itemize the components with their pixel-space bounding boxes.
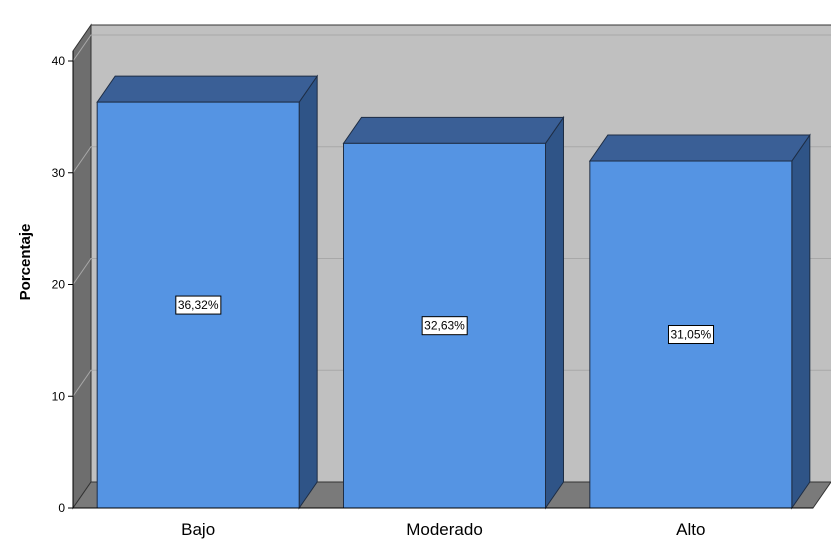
y-axis: 0 10 20 30 40 bbox=[52, 51, 74, 515]
gridline bbox=[72, 258, 831, 285]
y-tick-label: 10 bbox=[52, 389, 66, 403]
data-label-text: 31,05% bbox=[670, 328, 711, 342]
x-axis: Bajo Moderado Alto bbox=[73, 507, 813, 539]
bar: 36,32% bbox=[96, 74, 319, 510]
data-label-text: 36,32% bbox=[178, 298, 219, 312]
side-wall bbox=[72, 23, 92, 510]
data-label: 31,05% bbox=[667, 325, 715, 345]
x-tick-label: Moderado bbox=[406, 520, 483, 539]
bar-top-face bbox=[588, 134, 811, 162]
bar: 32,63% bbox=[342, 115, 565, 510]
x-tick-label: Bajo bbox=[181, 520, 215, 539]
gridline bbox=[72, 369, 831, 397]
data-label: 36,32% bbox=[175, 295, 222, 315]
bar-side-face bbox=[544, 115, 564, 510]
data-label-box bbox=[421, 316, 468, 336]
bar-side-face bbox=[298, 74, 318, 510]
gridline bbox=[72, 34, 831, 62]
x-tick-label: Alto bbox=[676, 520, 705, 539]
gridline bbox=[72, 146, 831, 174]
y-tick-label: 40 bbox=[52, 54, 66, 68]
data-label: 32,63% bbox=[421, 316, 468, 336]
bar-top-face bbox=[342, 116, 565, 144]
y-tick-label: 20 bbox=[52, 278, 66, 292]
bars: 36,32% 32,63% 31,05% bbox=[96, 74, 811, 510]
bar-top-face bbox=[96, 75, 319, 103]
bar: 31,05% bbox=[588, 133, 811, 510]
y-tick-label: 30 bbox=[52, 166, 66, 180]
data-label-box bbox=[175, 295, 222, 315]
back-wall-outline bbox=[90, 24, 831, 482]
data-label-box bbox=[667, 325, 715, 345]
bar-side-face bbox=[791, 133, 811, 510]
y-tick-label: 0 bbox=[58, 501, 65, 515]
y-axis-label: Porcentaje bbox=[17, 224, 34, 301]
data-label-text: 32,63% bbox=[424, 319, 465, 333]
gridlines bbox=[72, 34, 831, 397]
